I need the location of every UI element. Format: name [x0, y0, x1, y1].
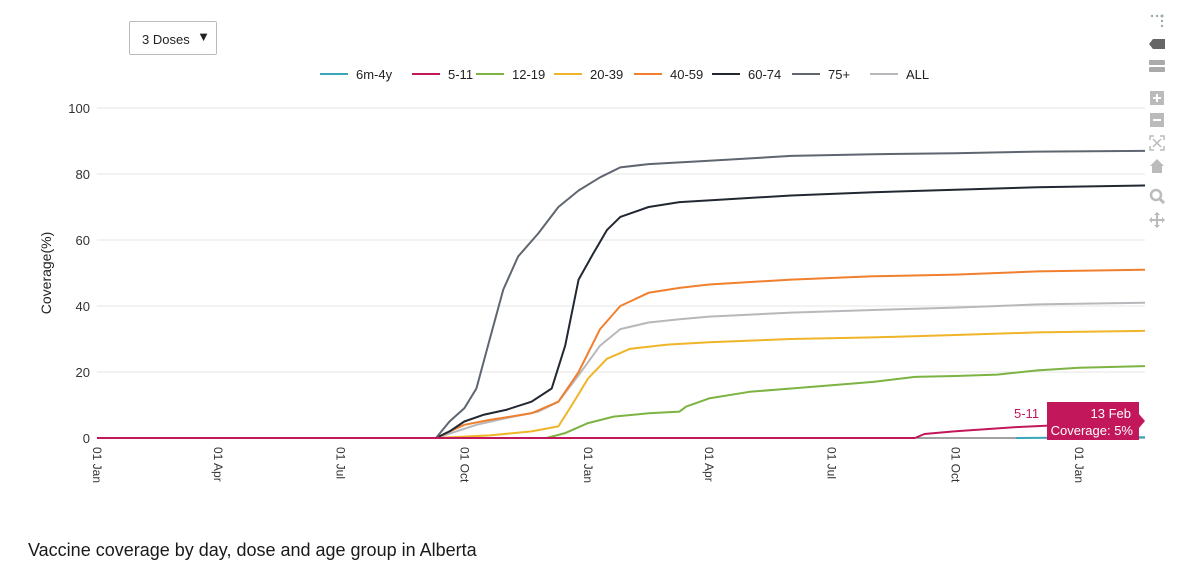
y-tick-label: 0 [83, 431, 90, 446]
x-tick-label: 01 Jan [90, 447, 104, 483]
legend-item: 12-19 [512, 67, 545, 82]
x-tick-label: 01 Jan [581, 447, 595, 483]
legend-item: 5-11 [448, 67, 473, 82]
legend-item: 75+ [828, 67, 850, 82]
hover-date: 13 Feb [1090, 406, 1131, 421]
zoom-icon[interactable] [1146, 186, 1168, 206]
hover-series-label: 5-11 [1014, 406, 1040, 421]
series-line-5-11 [97, 420, 1137, 439]
series-line-75- [97, 149, 1146, 439]
hover-coverage: Coverage: 5% [1050, 423, 1133, 438]
y-tick-label: 80 [76, 167, 90, 182]
x-tick-label: 01 Apr [702, 447, 716, 482]
y-tick-label: 60 [76, 233, 90, 248]
x-tick-label: 01 Oct [948, 447, 962, 483]
chart-caption: Vaccine coverage by day, dose and age gr… [28, 540, 477, 560]
legend-item: 60-74 [748, 67, 781, 82]
x-tick-label: 01 Jan [1072, 447, 1086, 483]
y-tick-label: 40 [76, 299, 90, 314]
dose-select[interactable]: 3 Doses ▼ [129, 21, 217, 55]
camera-icon[interactable] [1146, 10, 1168, 30]
home-icon[interactable] [1146, 156, 1168, 176]
y-tick-label: 20 [76, 365, 90, 380]
dropdown-arrow-icon: ▼ [197, 29, 210, 44]
x-tick-label: 01 Apr [211, 447, 225, 482]
y-axis-label: Coverage(%) [38, 232, 54, 314]
series-line-20-39 [97, 329, 1146, 439]
tag-icon[interactable] [1146, 34, 1168, 54]
autoscale-icon[interactable] [1146, 133, 1168, 153]
legend-item: 6m-4y [356, 67, 393, 82]
legend-item: 40-59 [670, 67, 703, 82]
y-tick-label: 100 [68, 101, 90, 116]
series-line-40-59 [97, 268, 1146, 439]
hover-tooltip: 13 Feb Coverage: 5% [1047, 402, 1139, 440]
series-line-12-19 [97, 365, 1146, 439]
series-line-60-74 [97, 184, 1146, 439]
compare-icon[interactable] [1146, 56, 1168, 76]
pan-icon[interactable] [1146, 210, 1168, 230]
x-tick-label: 01 Jul [825, 447, 839, 479]
x-tick-label: 01 Jul [334, 447, 348, 479]
series-line-all [97, 301, 1146, 439]
zoom-out-icon[interactable] [1146, 110, 1168, 130]
legend-item: ALL [906, 67, 929, 82]
zoom-in-icon[interactable] [1146, 88, 1168, 108]
legend-item: 20-39 [590, 67, 623, 82]
dose-select-value: 3 Doses [142, 32, 190, 47]
hover-tooltip-pointer [1139, 414, 1145, 428]
x-tick-label: 01 Oct [457, 447, 471, 483]
